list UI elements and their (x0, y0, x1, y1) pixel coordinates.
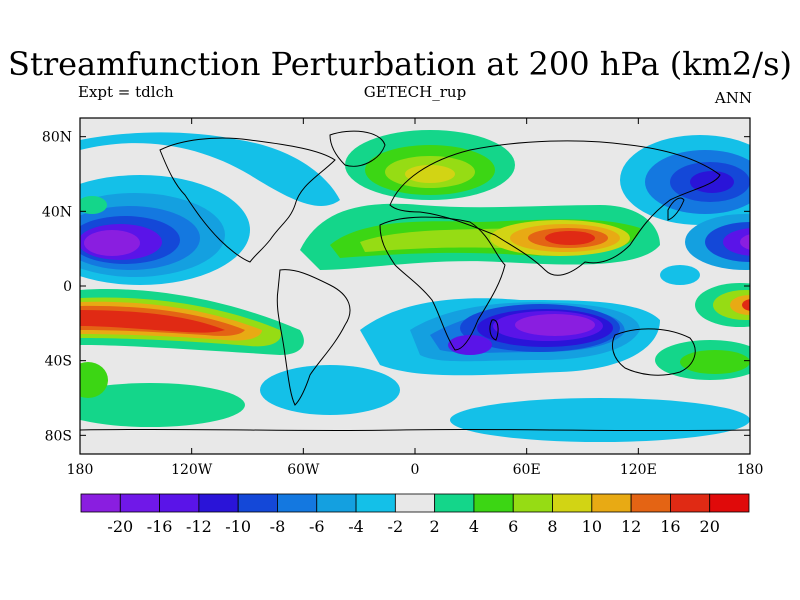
lon-tick-label: 60E (513, 462, 541, 478)
colorbar-label: 6 (508, 517, 518, 536)
colorbar-swatch (473, 493, 514, 513)
lon-tick-label: 120W (171, 462, 213, 478)
colorbar-label: -4 (348, 517, 364, 536)
lat-tick-label: 80S (45, 428, 72, 444)
colorbar-swatch (159, 493, 200, 513)
dataset-label: GETECH_rup (363, 83, 467, 101)
colorbar-label: 16 (660, 517, 680, 536)
colorbar-swatch (552, 493, 593, 513)
colorbar-swatch (630, 493, 671, 513)
season-label: ANN (714, 89, 752, 107)
coastlines (80, 130, 750, 432)
colorbar-label: -16 (147, 517, 173, 536)
colorbar-label: -2 (388, 517, 404, 536)
lon-tick-label: 0 (411, 462, 420, 478)
colorbar-label: -8 (270, 517, 286, 536)
colorbar-swatch (198, 493, 239, 513)
figure-title: Streamfunction Perturbation at 200 hPa (… (8, 45, 792, 83)
lat-tick-label: 80N (42, 130, 72, 146)
colorbar-swatch (512, 493, 553, 513)
longitude-axis: 180 120W 60W 0 60E 120E 180 (67, 118, 764, 478)
colorbar-swatch (355, 493, 396, 513)
colorbar-label: 20 (700, 517, 720, 536)
contour-fills (80, 130, 750, 442)
experiment-label: Expt = tdlch (78, 83, 174, 101)
colorbar-swatch (709, 493, 750, 513)
colorbar-swatch (394, 493, 436, 513)
lat-tick-label: 0 (63, 279, 72, 295)
colorbar-label: 8 (547, 517, 557, 536)
lon-tick-label: 180 (737, 462, 764, 478)
lon-tick-label: 60W (287, 462, 320, 478)
lat-tick-label: 40N (42, 204, 72, 220)
colorbar-swatch (237, 493, 278, 513)
colorbar-swatch (591, 493, 632, 513)
colorbar-swatch (277, 493, 318, 513)
colorbar-label: 2 (430, 517, 440, 536)
latitude-axis: 80N 40N 0 40S 80S (42, 130, 750, 444)
colorbar: -20 -16 -12 -10 -8 -6 -4 -2 2 4 6 8 10 12 16 20 (80, 493, 750, 536)
colorbar-swatch (670, 493, 711, 513)
colorbar-label: 4 (469, 517, 479, 536)
colorbar-swatch (80, 493, 121, 513)
colorbar-swatch (316, 493, 357, 513)
colorbar-label: 10 (582, 517, 602, 536)
lon-tick-label: 120E (620, 462, 657, 478)
lat-tick-label: 40S (45, 354, 72, 370)
colorbar-label: 12 (621, 517, 641, 536)
colorbar-label: -6 (309, 517, 325, 536)
map-area (80, 118, 750, 454)
colorbar-label: -20 (107, 517, 133, 536)
colorbar-swatch (119, 493, 160, 513)
colorbar-swatch (434, 493, 475, 513)
lon-tick-label: 180 (67, 462, 94, 478)
colorbar-label: -10 (225, 517, 251, 536)
colorbar-label: -12 (186, 517, 212, 536)
